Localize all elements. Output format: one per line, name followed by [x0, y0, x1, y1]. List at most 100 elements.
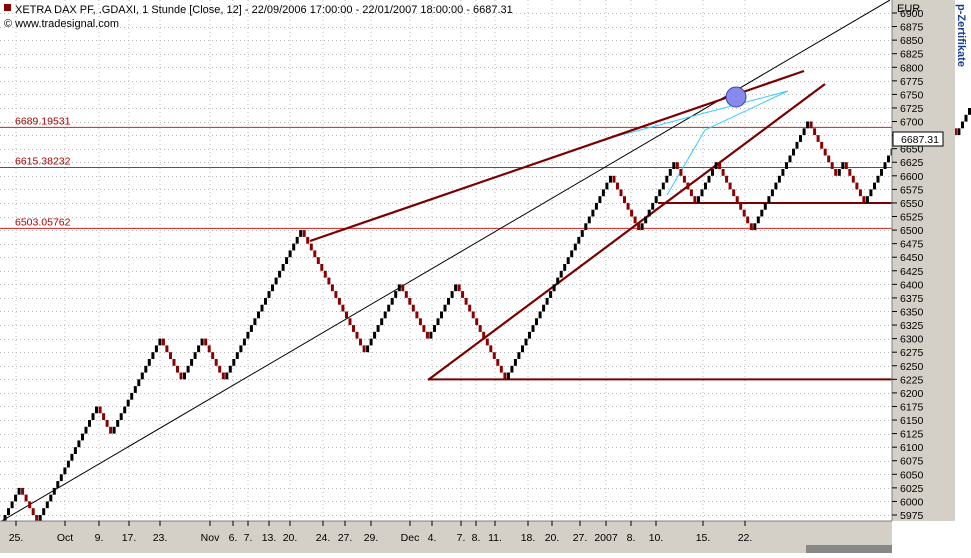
- x-tick-label: Nov: [201, 532, 220, 544]
- down-box: [626, 202, 630, 210]
- up-box: [443, 304, 447, 312]
- up-box: [781, 169, 785, 176]
- down-box: [418, 318, 422, 326]
- up-box: [577, 236, 581, 244]
- down-box: [820, 141, 824, 149]
- y-tick-label: 6725: [900, 103, 924, 115]
- down-box: [485, 338, 489, 346]
- up-box: [968, 108, 971, 115]
- down-box: [309, 243, 313, 251]
- up-box: [183, 372, 186, 380]
- up-box: [887, 155, 890, 163]
- y-tick-label: 6300: [900, 334, 924, 346]
- x-tick-label: Oct: [57, 532, 73, 544]
- y-tick-label: 6250: [900, 361, 924, 373]
- y-tick-label: 6800: [900, 62, 924, 74]
- down-box: [98, 406, 102, 414]
- down-box: [102, 413, 106, 420]
- x-tick-label: 20.: [545, 532, 560, 544]
- up-box: [806, 121, 810, 129]
- currency-label: EUR: [897, 3, 920, 15]
- price-axis-panel: [892, 0, 955, 521]
- down-box: [813, 128, 817, 136]
- down-box: [334, 291, 338, 298]
- up-box: [38, 515, 42, 522]
- copyright-text: © www.tradesignal.com: [4, 18, 119, 30]
- up-box: [795, 141, 799, 149]
- down-box: [725, 175, 729, 183]
- up-box: [376, 325, 380, 332]
- up-box: [285, 257, 289, 264]
- up-box: [573, 243, 577, 251]
- down-box: [623, 196, 626, 203]
- up-box: [957, 128, 961, 136]
- down-box: [408, 297, 412, 305]
- down-box: [633, 216, 637, 224]
- up-box: [566, 257, 570, 264]
- up-box: [239, 345, 243, 353]
- down-box: [682, 175, 686, 183]
- down-box: [306, 236, 310, 244]
- up-box: [52, 487, 56, 495]
- up-box: [513, 359, 517, 366]
- side-label: p-Zertifikate: [955, 4, 967, 67]
- up-box: [580, 230, 584, 237]
- down-box: [728, 182, 732, 190]
- cyan-pattern-line: [605, 90, 789, 196]
- x-tick-label: 10.: [649, 532, 664, 544]
- chart-title: XETRA DAX PF, .GDAXI, 1 Stunde [Close, 1…: [15, 4, 513, 16]
- up-box: [232, 359, 236, 366]
- up-box: [14, 494, 18, 502]
- down-box: [679, 169, 683, 176]
- y-tick-label: 6700: [900, 117, 924, 129]
- y-tick-label: 6200: [900, 388, 924, 400]
- down-box: [478, 325, 482, 332]
- up-box: [528, 331, 531, 339]
- up-box: [598, 196, 602, 203]
- up-box: [119, 413, 123, 420]
- up-box: [531, 325, 535, 332]
- up-box: [961, 121, 964, 129]
- up-box: [785, 162, 788, 169]
- time-axis: 25. Oct 9. 17. 23. Nov 6. 7. 13. 20. 24. 27. 29. Dec 4…: [9, 521, 753, 544]
- up-box: [383, 311, 387, 319]
- up-box: [137, 379, 141, 387]
- x-tick-label: 22.: [738, 532, 753, 544]
- down-box: [330, 284, 334, 292]
- x-tick-label: 18.: [521, 532, 536, 544]
- up-box: [366, 345, 370, 353]
- up-box: [876, 175, 880, 183]
- down-box: [489, 345, 493, 353]
- y-tick-label: 6450: [900, 252, 924, 264]
- up-box: [158, 338, 162, 346]
- y-tick-label: 6075: [900, 456, 924, 468]
- up-box: [387, 304, 391, 312]
- up-box: [545, 297, 549, 305]
- up-box: [88, 420, 91, 427]
- up-box: [760, 209, 764, 217]
- down-box: [718, 162, 722, 169]
- down-box: [461, 291, 465, 298]
- down-box: [169, 352, 172, 359]
- down-box: [425, 331, 429, 339]
- up-box: [538, 311, 542, 319]
- up-box: [707, 175, 711, 183]
- up-box: [584, 223, 588, 231]
- down-box: [404, 291, 408, 298]
- y-tick-label: 6600: [900, 171, 924, 183]
- up-box: [63, 467, 67, 475]
- up-box: [45, 501, 49, 509]
- down-box: [496, 359, 500, 366]
- down-box: [323, 270, 327, 278]
- scrollbar-thumb[interactable]: [806, 545, 892, 553]
- y-tick-label: 6325: [900, 320, 924, 332]
- up-box: [756, 216, 760, 224]
- up-box: [295, 236, 299, 244]
- up-box: [570, 250, 574, 258]
- upper-channel-line: [309, 69, 805, 243]
- level-label: 6689.19531: [15, 115, 71, 127]
- up-box: [802, 128, 806, 136]
- down-box: [457, 284, 461, 292]
- up-box: [865, 196, 869, 203]
